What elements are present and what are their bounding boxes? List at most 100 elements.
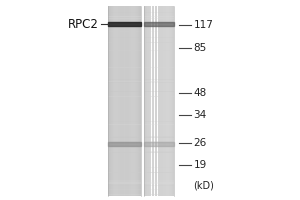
Bar [108,189,141,190]
Bar [119,6,120,196]
Bar [113,6,114,196]
Bar [144,22,174,26]
Bar [108,12,141,13]
Bar [110,6,111,196]
Bar [144,151,174,153]
Bar [144,182,174,184]
Bar [168,6,169,196]
Bar [108,16,141,17]
Bar [132,6,133,196]
Bar [111,6,112,196]
Bar [108,42,141,43]
Bar [148,6,149,196]
Bar [154,6,155,196]
Bar [108,96,141,97]
Bar [144,142,174,143]
Bar [144,136,174,137]
Bar [173,6,174,196]
Bar [144,16,174,17]
Bar [163,6,164,196]
Bar [139,6,140,196]
Bar [108,182,141,184]
Bar [144,194,174,195]
Bar [133,6,134,196]
Bar [147,6,148,196]
Bar [144,189,174,190]
Bar [122,6,123,196]
Bar [146,6,147,196]
Bar [171,6,172,196]
Bar [108,137,141,138]
Bar [153,6,154,196]
Bar [144,31,174,32]
Bar [108,37,141,38]
Bar [129,6,130,196]
Bar [144,146,174,147]
Bar [121,6,122,196]
Bar [118,6,119,196]
Bar [149,6,150,196]
Bar [144,142,174,146]
Bar [137,6,138,196]
Bar [108,137,141,138]
Bar [170,6,171,196]
Bar [108,18,141,19]
Bar [144,6,145,196]
Bar [114,6,115,196]
Bar [108,194,141,195]
Bar [161,6,162,196]
Bar [144,172,174,173]
Bar [144,12,174,13]
Bar [144,23,174,24]
Bar [144,180,174,182]
Bar [144,141,174,142]
Text: 26: 26 [194,138,207,148]
Bar [123,6,124,196]
Bar [135,6,136,196]
Bar [108,79,141,80]
Bar [108,185,141,186]
Bar [136,6,137,196]
Bar [144,37,174,38]
Bar [108,31,141,32]
Bar [144,50,174,51]
Bar [144,79,174,80]
Bar [116,6,117,196]
Bar [144,81,174,82]
Bar [144,42,174,43]
Bar [145,6,146,196]
Bar [108,22,141,26]
Bar [108,167,141,168]
Text: 117: 117 [194,20,213,30]
Bar [108,194,141,195]
Bar [108,172,141,173]
Bar [165,6,166,196]
Text: 34: 34 [194,110,207,120]
Bar [125,6,126,196]
Bar [144,91,174,92]
Bar [167,6,168,196]
Bar [157,6,158,196]
Bar [108,124,141,125]
Bar [160,6,161,196]
Bar [144,18,174,19]
Bar [138,6,139,196]
Bar [155,6,156,196]
Bar [130,6,131,196]
Bar [119,6,120,196]
Bar [108,42,141,43]
Bar [159,6,160,196]
Bar [144,172,174,173]
Bar [108,23,141,24]
Bar [156,6,157,196]
Bar [140,6,141,196]
Bar [126,6,127,196]
Bar [144,152,174,153]
Bar [158,6,159,196]
Bar [169,6,170,196]
Bar [108,142,141,143]
Bar [108,146,141,147]
Bar [144,185,174,186]
Text: 85: 85 [194,43,207,53]
Bar [166,6,167,196]
